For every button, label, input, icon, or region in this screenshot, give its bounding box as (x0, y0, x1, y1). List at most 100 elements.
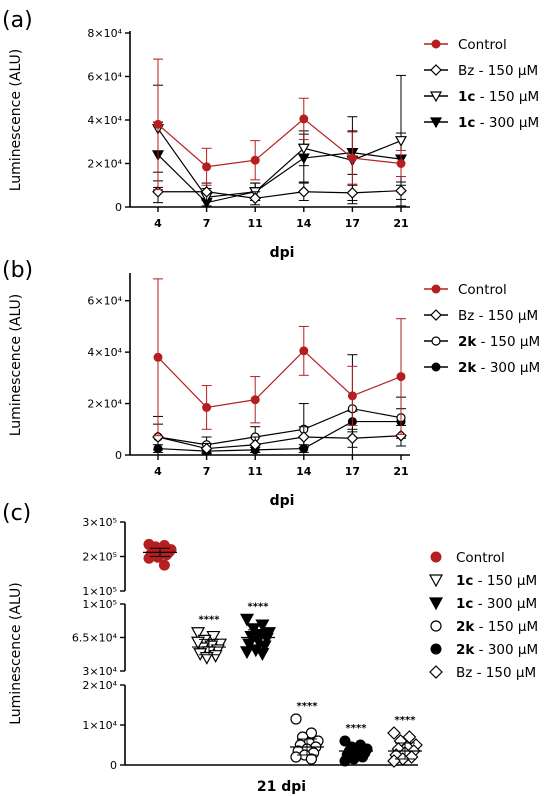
group-3: **** (290, 701, 324, 765)
legend-label-rest: Bz - 150 µM (458, 63, 538, 79)
panel-label: (a) (2, 8, 33, 33)
legend-marker (430, 551, 442, 563)
data-point (239, 646, 255, 660)
data-point (158, 559, 170, 571)
x-tick-label: 4 (154, 217, 162, 230)
data-point (250, 155, 260, 165)
legend-marker (431, 362, 441, 372)
data-point (348, 753, 360, 765)
legend-label: 2k - 150 µM (456, 619, 538, 635)
legend-label-rest: Control (456, 550, 505, 566)
data-point (299, 114, 309, 124)
legend-marker (430, 64, 442, 76)
x-tick-label: 17 (345, 217, 360, 230)
data-point (290, 751, 302, 763)
y-tick-label: 4×10⁴ (87, 346, 122, 359)
group-2: **** (239, 601, 277, 662)
panel-label: (c) (2, 501, 31, 526)
data-point (394, 136, 408, 147)
legend-label-rest: - 300 µM (474, 642, 538, 658)
y-tick-label: 2×10⁴ (87, 398, 122, 411)
series-line (157, 408, 402, 446)
y-tick-label: 2×10⁴ (87, 158, 122, 171)
significance-stars: **** (199, 615, 221, 626)
legend-label-rest: - 150 µM (473, 573, 537, 589)
data-point (387, 726, 401, 740)
data-point (250, 395, 260, 405)
series-line (157, 350, 402, 409)
data-point (200, 442, 213, 455)
data-point (346, 187, 359, 199)
chart-panel-c: (c) 1×10⁵ 2×10⁵ 3×10⁵ 3×10⁴ 6.5×10⁴ 1×10⁵ 0 1×10… (2, 501, 538, 795)
series-line (157, 128, 402, 198)
series-line (157, 420, 401, 452)
legend-label-rest: Bz - 150 µM (456, 665, 536, 681)
data-point (200, 185, 213, 198)
legend-label: 1c - 150 µM (456, 573, 537, 589)
data-point (202, 162, 212, 172)
legend-label-rest: - 300 µM (473, 596, 537, 612)
series-1 (152, 180, 407, 206)
series-2 (151, 74, 408, 207)
legend-label: Control (458, 282, 507, 298)
y-tick-label: 1×10⁴ (82, 719, 117, 732)
series-0 (153, 58, 406, 191)
data-point (255, 619, 270, 633)
series-line (157, 118, 402, 168)
y-tick-label: 3×10⁵ (82, 516, 117, 529)
y-axis-label: Luminescence (ALU) (8, 582, 24, 725)
data-point (297, 185, 310, 198)
y-tick-label: 0 (115, 449, 122, 462)
data-point (249, 192, 262, 205)
legend-label-bold: 2k (456, 642, 475, 658)
y-axis-label: Luminescence (ALU) (8, 294, 24, 437)
legend-marker (430, 643, 442, 655)
x-tick-label: 14 (296, 465, 312, 478)
data-point (395, 184, 407, 197)
legend-marker (429, 117, 443, 129)
legend-label: Control (456, 550, 505, 566)
legend-label: 2k - 150 µM (458, 334, 540, 350)
data-point (346, 432, 359, 445)
x-tick-label: 21 (393, 465, 408, 478)
legend-marker (429, 91, 443, 103)
legend-label-rest: - 150 µM (474, 619, 538, 635)
group-5: **** (387, 715, 423, 768)
legend-marker (428, 597, 444, 611)
x-tick-label: 21 (393, 217, 408, 230)
data-point (199, 652, 214, 665)
data-point (257, 640, 272, 654)
data-point (255, 648, 270, 662)
y-tick-label: 8×10⁴ (87, 27, 122, 40)
data-point (206, 630, 221, 644)
y-tick-label: 4×10⁴ (87, 114, 122, 127)
x-tick-label: 14 (296, 217, 312, 230)
y-tick-label: 6×10⁴ (87, 295, 122, 308)
legend-label-bold: 1c (456, 573, 473, 589)
data-point (190, 627, 206, 640)
data-point (153, 119, 163, 129)
x-tick-label: 7 (203, 465, 211, 478)
significance-stars: **** (346, 723, 368, 734)
significance-stars: **** (297, 701, 319, 712)
x-axis-label: dpi (270, 245, 295, 261)
series-3 (153, 408, 406, 456)
legend-marker (431, 284, 441, 294)
data-point (153, 352, 163, 362)
x-tick-label: 7 (203, 217, 211, 230)
legend-label-rest: - 150 µM (475, 89, 539, 105)
chart-panel-a: (a) 0 2×10⁴ 4×10⁴ 6×10⁴ 8×10⁴ 4 7 11 14 17 21 dpi Lum… (2, 8, 539, 261)
x-tick-label: 11 (248, 465, 263, 478)
data-point (297, 143, 310, 155)
legend-label: 2k - 300 µM (456, 642, 538, 658)
series-line (158, 190, 402, 199)
y-tick-label: 6.5×10⁴ (72, 632, 118, 645)
legend-marker (431, 336, 441, 346)
legend-label: 2k - 300 µM (458, 360, 540, 376)
y-tick-label: 3×10⁴ (82, 665, 117, 678)
data-point (339, 755, 351, 767)
legend-label-rest: - 300 µM (476, 360, 540, 376)
legend-label: Bz - 150 µM (456, 665, 536, 681)
